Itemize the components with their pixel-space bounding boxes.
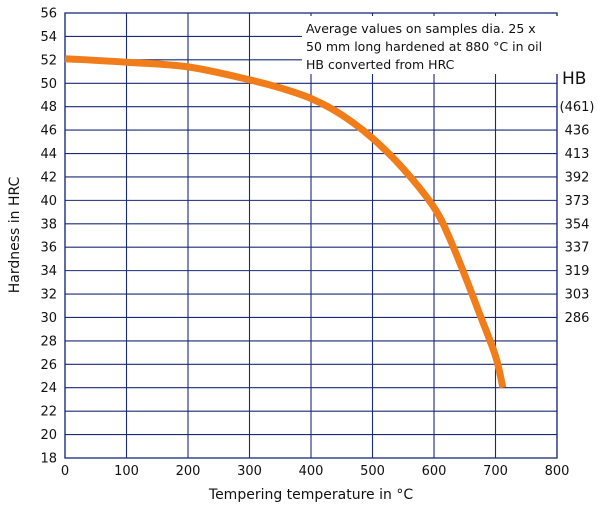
- y-tick-label: 46: [40, 124, 57, 139]
- hb-tick-label: 337: [565, 241, 590, 256]
- x-tick-label: 500: [360, 464, 385, 479]
- y-tick-label: 30: [40, 311, 57, 326]
- hb-tick-label: 303: [565, 288, 590, 303]
- chart-grid: [64, 12, 558, 459]
- y-tick-label: 54: [40, 30, 57, 45]
- x-tick-label: 300: [237, 464, 262, 479]
- y-tick-label: 44: [40, 147, 57, 162]
- y-tick-label: 26: [40, 358, 57, 373]
- x-tick-label: 600: [422, 464, 447, 479]
- hb-tick-label: 373: [565, 194, 590, 209]
- y-tick-label: 38: [40, 217, 57, 232]
- hb-axis-labels: (461) 436 413 392 373 354 337 319 303 286: [560, 100, 595, 326]
- annotation-line-1: Average values on samples dia. 25 x: [306, 21, 536, 36]
- x-tick-label: 0: [61, 464, 69, 479]
- y-tick-label: 48: [40, 100, 57, 115]
- y-tick-label: 18: [40, 452, 57, 467]
- annotation-box: [302, 16, 559, 74]
- x-tick-label: 200: [176, 464, 201, 479]
- y-axis-ticks: 18 20 22 24 26 28 30 32 34 36 38 40 42 44 46 48 50 52 54 56: [40, 7, 57, 467]
- y-axis-label: Hardness in HRC: [7, 176, 23, 293]
- hardness-curve: [64, 55, 507, 389]
- hb-tick-label: 319: [565, 264, 590, 279]
- x-axis-ticks: 0 100 200 300 400 500 600 700 800: [61, 464, 570, 479]
- hb-axis-title: HB: [562, 69, 586, 89]
- y-tick-label: 42: [40, 170, 57, 185]
- hb-tick-label: 392: [565, 170, 590, 185]
- plot-border: [64, 12, 558, 459]
- y-tick-label: 36: [40, 241, 57, 256]
- hb-tick-label: 286: [565, 311, 590, 326]
- y-tick-label: 28: [40, 334, 57, 349]
- annotation-line-2: 50 mm long hardened at 880 °C in oil: [306, 39, 542, 54]
- y-tick-label: 40: [40, 194, 57, 209]
- hb-tick-label: 413: [565, 147, 590, 162]
- hb-tick-label: (461): [560, 100, 595, 115]
- x-tick-label: 400: [299, 464, 324, 479]
- y-tick-label: 32: [40, 288, 57, 303]
- y-tick-label: 22: [40, 405, 57, 420]
- y-tick-label: 56: [40, 7, 57, 22]
- y-tick-label: 50: [40, 77, 57, 92]
- y-tick-label: 24: [40, 381, 57, 396]
- annotation-line-3: HB converted from HRC: [306, 57, 455, 72]
- x-tick-label: 800: [545, 464, 570, 479]
- x-axis-label: Tempering temperature in °C: [208, 487, 413, 503]
- y-tick-label: 20: [40, 428, 57, 443]
- y-tick-label: 52: [40, 53, 57, 68]
- y-tick-label: 34: [40, 264, 57, 279]
- x-tick-label: 100: [114, 464, 139, 479]
- series-layer: [64, 55, 507, 389]
- plot-frame: [64, 12, 558, 459]
- hb-tick-label: 354: [565, 217, 590, 232]
- hb-tick-label: 436: [565, 124, 590, 139]
- x-tick-label: 700: [483, 464, 508, 479]
